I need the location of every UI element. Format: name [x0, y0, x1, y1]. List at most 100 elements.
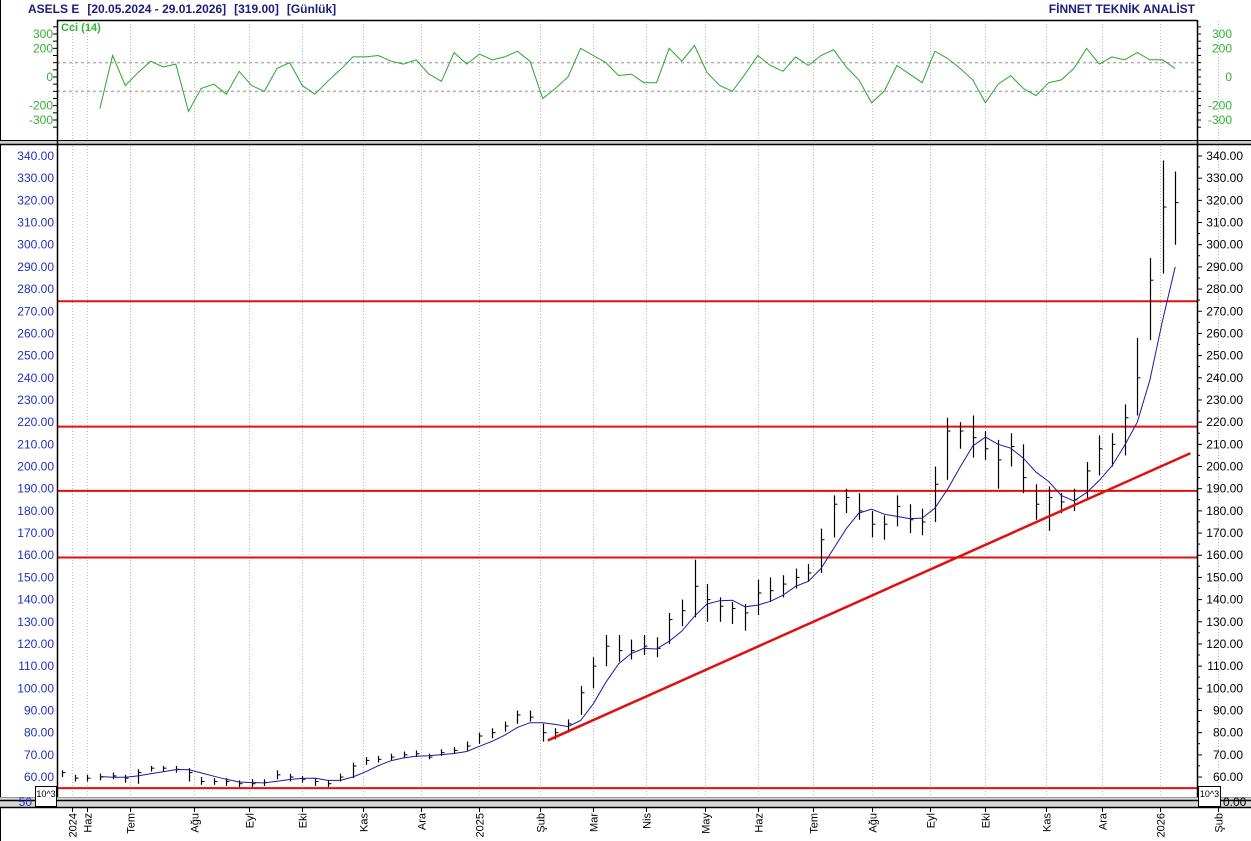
x-tick-label: Ara: [417, 812, 429, 830]
price-tick-label-left: 340.00: [17, 149, 54, 163]
price-tick-label-right: 280.00: [1206, 282, 1243, 296]
price-axis-labels: 60.00 60.00 70.00 70.00 80.00 80.00 90.00 90.00…: [17, 149, 1243, 789]
header-line: ASELS E [20.05.2024 - 29.01.2026] [319.00]…: [28, 2, 336, 16]
price-tick-label-right: 110.00: [1207, 659, 1243, 673]
price-tick-label-left: 100.00: [17, 681, 54, 695]
x-tick-label: Şub: [1214, 813, 1226, 833]
price-tick-label-left: 140.00: [17, 593, 54, 607]
x-tick-label: Eyl: [245, 813, 257, 828]
price-tick-label-right: 140.00: [1206, 593, 1243, 607]
x-tick-label: Tem: [126, 813, 138, 834]
cci-tick-label-left: -300: [29, 113, 53, 127]
price-tick-label-left: 230.00: [17, 393, 54, 407]
price-tick-label-left: 210.00: [17, 437, 54, 451]
price-tick-label-left: 200.00: [17, 460, 54, 474]
x-tick-label: Eki: [981, 813, 993, 828]
brand-label: FİNNET TEKNİK ANALİST: [1049, 1, 1196, 16]
price-tick-label-right: 230.00: [1206, 393, 1243, 407]
price-tick-label-right: 160.00: [1206, 548, 1243, 562]
price-tick-label-left: 180.00: [17, 504, 54, 518]
price-tick-label-left: 90.00: [24, 704, 54, 718]
price-tick-label-right: 170.00: [1206, 526, 1243, 540]
price-tick-label-left: 70.00: [24, 748, 54, 762]
price-tick-label-right: 210.00: [1206, 437, 1243, 451]
price-tick-label-right: 330.00: [1206, 171, 1243, 185]
price-gridlines: [72, 146, 1219, 797]
price-tick-label-right: 290.00: [1206, 260, 1243, 274]
price-tick-label-left: 280.00: [17, 282, 54, 296]
cci-tick-label-left: 200: [33, 41, 53, 55]
x-tick-label: Nis: [642, 813, 654, 829]
price-tick-label-left: 150.00: [17, 570, 54, 584]
date-range-label: [20.05.2024 - 29.01.2026]: [87, 2, 226, 16]
price-tick-label-right: 190.00: [1206, 482, 1243, 496]
price-tick-label-right: 70.00: [1213, 748, 1243, 762]
price-tick-label-right: 320.00: [1206, 193, 1243, 207]
last-price-label: [319.00]: [234, 2, 279, 16]
cci-tick-label-right: -300: [1208, 113, 1232, 127]
price-tick-label-left: 290.00: [17, 260, 54, 274]
cci-tick-label-right: 300: [1212, 27, 1232, 41]
symbol-label: ASELS E: [28, 2, 79, 16]
price-bars: [61, 160, 1179, 788]
x-tick-label: 2026: [1156, 813, 1168, 837]
price-tick-label-right: 260.00: [1206, 326, 1243, 340]
x-tick-label: Haz: [83, 813, 95, 833]
x-tick-label: Ağu: [190, 813, 202, 833]
panel-divider[interactable]: [0, 140, 1251, 144]
price-tick-label-left: 130.00: [17, 615, 54, 629]
price-tick-label-left: 170.00: [17, 526, 54, 540]
x-tick-label: Şub: [536, 813, 548, 833]
price-tick-label-right: 270.00: [1206, 304, 1243, 318]
price-tick-label-right: 130.00: [1206, 615, 1243, 629]
cci-line: [99, 44, 1176, 113]
price-tick-label-right: 100.00: [1206, 681, 1243, 695]
price-tick-label-left: 80.00: [24, 726, 54, 740]
x-tick-label: Kas: [1042, 813, 1054, 832]
moving-average-line: [99, 266, 1176, 784]
cci-tick-label-left: 300: [33, 27, 53, 41]
price-tick-label-left: 320.00: [17, 193, 54, 207]
price-tick-label-right: 310.00: [1206, 216, 1243, 230]
support-resistance-lines[interactable]: [57, 300, 1197, 790]
price-tick-label-right: 300.00: [1206, 238, 1243, 252]
price-tick-label-right: 200.00: [1206, 460, 1243, 474]
price-tick-label-left: 250.00: [17, 349, 54, 363]
cci-tick-label-left: -200: [29, 99, 53, 113]
x-tick-label: May: [701, 813, 713, 834]
x-tick-label: Mar: [589, 813, 601, 832]
price-tick-label-left: 270.00: [17, 304, 54, 318]
scale-box-right: 10^3: [1200, 789, 1219, 799]
price-tick-label-right: 220.00: [1206, 415, 1243, 429]
price-tick-label-right: 240.00: [1206, 371, 1243, 385]
price-tick-label-left: 300.00: [17, 238, 54, 252]
period-label: [Günlük]: [287, 2, 336, 16]
x-tick-label: Tem: [809, 813, 821, 834]
price-tick-label-left: 110.00: [18, 659, 54, 673]
cci-tick-label-right: 0: [1225, 70, 1232, 84]
x-tick-label: Eyl: [926, 813, 938, 828]
price-tick-label-left: 120.00: [17, 637, 54, 651]
x-tick-label: Eki: [298, 813, 310, 828]
scale-box-left: 10^3: [36, 789, 55, 799]
volume-axis-label-right: 0.00: [1223, 795, 1247, 809]
collapsed-volume-panel[interactable]: 50 0.00 10^3 10^3: [0, 786, 1251, 810]
price-tick-label-left: 160.00: [17, 548, 54, 562]
cci-tick-label-right: -200: [1208, 99, 1232, 113]
price-tick-label-right: 180.00: [1206, 504, 1243, 518]
trendline[interactable]: [547, 452, 1191, 742]
price-tick-label-left: 330.00: [17, 171, 54, 185]
price-tick-label-right: 80.00: [1213, 726, 1243, 740]
price-tick-label-right: 60.00: [1213, 770, 1243, 784]
cci-reference-lines: [57, 61, 1197, 93]
price-tick-label-right: 340.00: [1206, 149, 1243, 163]
x-tick-label: Ağu: [868, 813, 880, 833]
price-panel[interactable]: 60.00 60.00 70.00 70.00 80.00 80.00 90.00 90.00…: [17, 146, 1243, 797]
price-tick-label-left: 60.00: [24, 770, 54, 784]
price-tick-label-left: 220.00: [17, 415, 54, 429]
price-tick-label-right: 250.00: [1206, 349, 1243, 363]
x-tick-label: Kas: [359, 813, 371, 832]
